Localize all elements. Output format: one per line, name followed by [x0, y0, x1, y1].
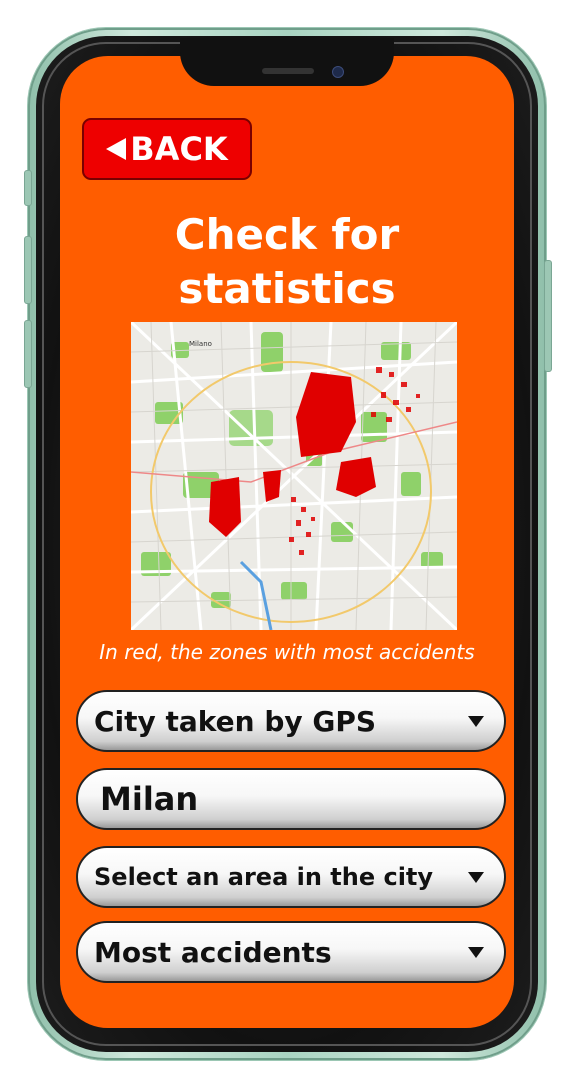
notch — [180, 38, 394, 86]
sort-dropdown[interactable]: Most accidents — [76, 921, 506, 983]
page-title-line: statistics — [178, 264, 396, 313]
area-dropdown-label: Select an area in the city — [94, 863, 434, 891]
city-gps-dropdown[interactable]: City taken by GPS — [76, 690, 506, 752]
back-button[interactable]: BACK — [82, 118, 252, 180]
city-gps-dropdown-label: City taken by GPS — [94, 704, 377, 738]
city-field[interactable]: Milan — [76, 768, 506, 830]
sort-dropdown-label: Most accidents — [94, 935, 332, 969]
chevron-down-icon — [468, 946, 484, 958]
area-dropdown[interactable]: Select an area in the city — [76, 846, 506, 908]
back-arrow-icon — [106, 138, 127, 160]
city-field-value: Milan — [100, 780, 199, 818]
page-title: Check for statistics — [60, 208, 514, 316]
map-caption: In red, the zones with most accidents — [99, 640, 475, 664]
camera-icon — [332, 66, 344, 78]
phone-side-button — [24, 236, 32, 304]
chevron-down-icon — [468, 715, 484, 727]
map-image: Milano — [131, 322, 457, 630]
accident-map[interactable]: Milano — [131, 322, 457, 630]
map-label: Milano — [189, 340, 212, 348]
back-button-label: BACK — [130, 130, 228, 168]
speaker-grille — [262, 68, 314, 74]
phone-side-button — [24, 170, 32, 206]
page-title-line: Check for — [174, 210, 400, 259]
phone-side-button — [544, 260, 552, 372]
phone-side-button — [24, 320, 32, 388]
chevron-down-icon — [468, 871, 484, 883]
